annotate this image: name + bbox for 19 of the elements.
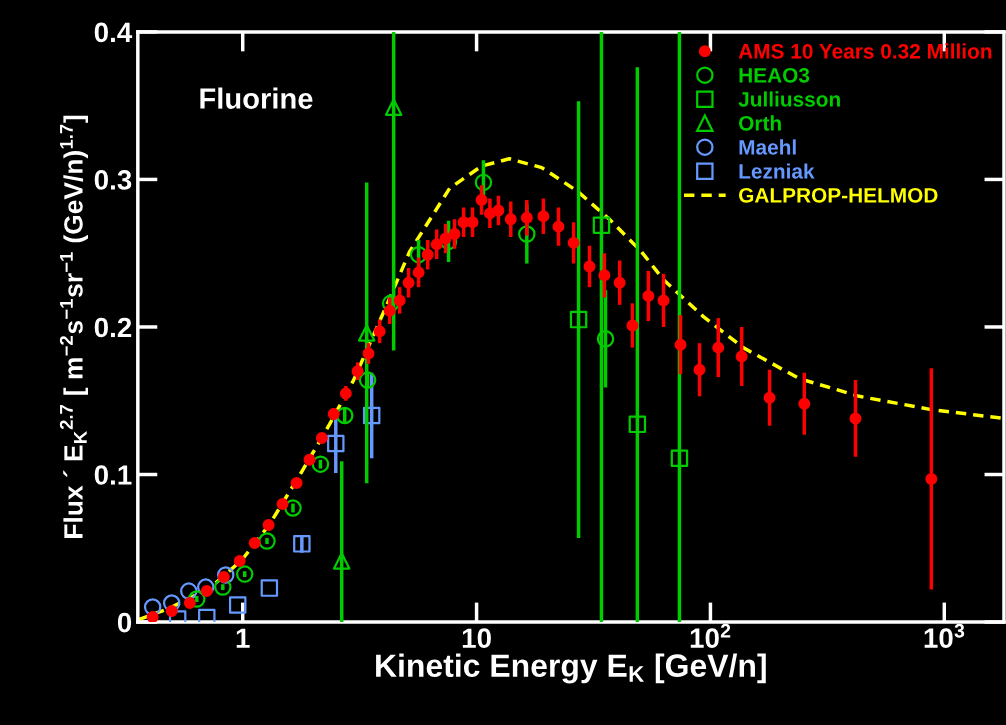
y-tick-label: 0.1 (94, 465, 132, 485)
legend-label: Lezniak (739, 163, 815, 179)
legend-label: AMS 10 Years 0.32 Million (738, 43, 992, 59)
legend-label: HEAO3 (739, 67, 810, 83)
legend-label: Orth (739, 115, 781, 131)
y-tick-label: 0 (117, 612, 132, 633)
x-axis-title: Kinetic Energy E$_{K}$ [GeV/n] (376, 653, 766, 684)
legend-label: Maehl (739, 139, 796, 155)
text: Fluorine (200, 87, 313, 109)
x-tick-label: 10$^{3}$ (924, 623, 965, 648)
text: Flux ´ E$_{K}$$^{2.7}$ [ m$^{−2}$s$^{−1}$sr$^{−1}$ (GeV/n)$^{1.7}$] (59, 115, 88, 538)
x-tick-label: 10$^{2}$ (690, 623, 731, 648)
y-tick-label: 0.2 (94, 317, 132, 338)
y-tick-label: 0.3 (94, 170, 132, 190)
x-tick-label: 10 (462, 628, 491, 649)
legend-label: GALPROP-HELMOD (739, 187, 938, 203)
x-tick-label: 1 (236, 628, 250, 648)
legend-label: Julliusson (738, 91, 840, 107)
y-tick-label: 0.4 (94, 22, 133, 43)
